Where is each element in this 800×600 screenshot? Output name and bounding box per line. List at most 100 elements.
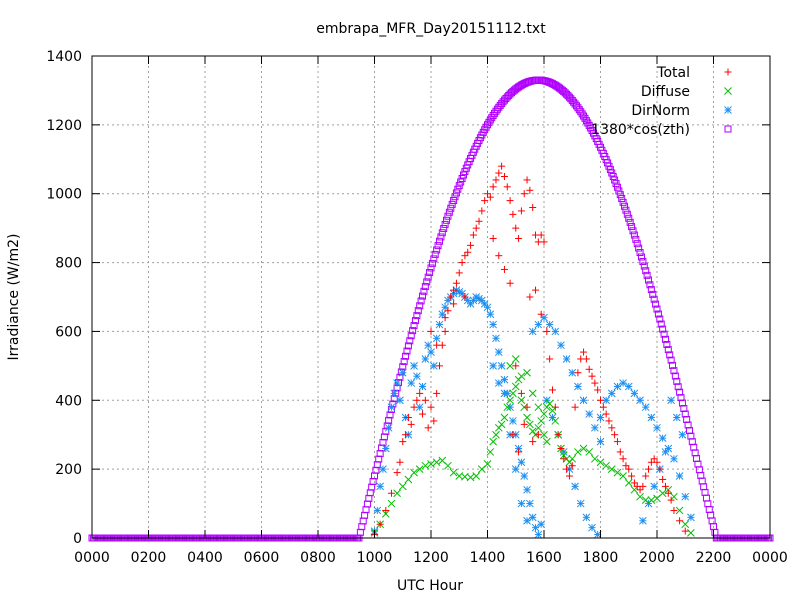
dirnorm-point bbox=[483, 303, 492, 312]
cos-zth-point bbox=[642, 267, 650, 275]
cos-zth-point bbox=[635, 244, 643, 252]
x-tick-label: 0000 bbox=[752, 550, 788, 566]
total-point bbox=[441, 327, 449, 335]
cos-zth-point bbox=[612, 180, 620, 188]
dirnorm-point bbox=[667, 396, 675, 405]
dirnorm-point bbox=[582, 513, 591, 522]
total-point bbox=[469, 231, 477, 239]
total-point bbox=[441, 314, 449, 322]
total-point bbox=[534, 431, 542, 439]
cos-zth-point bbox=[660, 330, 668, 338]
diffuse-point bbox=[540, 430, 548, 439]
diffuse-point bbox=[537, 417, 546, 425]
cos-zth-point bbox=[652, 300, 660, 308]
cos-zth-point bbox=[647, 286, 655, 294]
cos-zth-point bbox=[448, 200, 456, 208]
dirnorm-point bbox=[500, 389, 509, 398]
total-point bbox=[591, 379, 599, 387]
dirnorm-point bbox=[647, 413, 656, 422]
total-point bbox=[529, 203, 537, 211]
total-point bbox=[435, 362, 443, 370]
total-point bbox=[450, 300, 458, 308]
y-tick-label: 800 bbox=[55, 256, 82, 272]
total-point bbox=[427, 327, 435, 335]
total-point bbox=[427, 403, 435, 411]
total-point bbox=[433, 341, 441, 349]
total-point bbox=[664, 489, 672, 497]
diffuse-point bbox=[596, 458, 605, 467]
dirnorm-point bbox=[619, 379, 627, 387]
total-point bbox=[461, 293, 469, 301]
dirnorm-point bbox=[424, 341, 433, 350]
dirnorm-point bbox=[687, 513, 695, 522]
legend-marker bbox=[724, 125, 732, 133]
total-point bbox=[481, 197, 489, 205]
dirnorm-point bbox=[489, 362, 498, 370]
total-point bbox=[447, 293, 455, 301]
total-point bbox=[404, 414, 412, 421]
dirnorm-point bbox=[379, 465, 387, 473]
total-point bbox=[433, 389, 441, 397]
diffuse-point bbox=[568, 454, 577, 463]
cos-zth-point bbox=[447, 204, 455, 212]
total-point bbox=[537, 231, 545, 239]
dirnorm-point bbox=[373, 506, 382, 515]
cos-zth-point bbox=[451, 193, 459, 201]
diffuse-point bbox=[545, 399, 554, 408]
cos-zth-point bbox=[407, 332, 415, 340]
cos-zth-point bbox=[454, 185, 462, 193]
total-point bbox=[523, 403, 531, 411]
x-tick-label: 1400 bbox=[470, 550, 506, 566]
x-tick-label: 2200 bbox=[696, 550, 732, 566]
cos-zth-point bbox=[435, 237, 443, 245]
total-point bbox=[563, 465, 571, 473]
cos-zth-point bbox=[632, 235, 640, 243]
diffuse-point bbox=[526, 420, 534, 429]
diffuse-point bbox=[636, 492, 644, 501]
diffuse-point bbox=[528, 389, 537, 398]
total-point bbox=[526, 186, 534, 194]
dirnorm-point bbox=[511, 465, 520, 473]
diffuse-point bbox=[534, 403, 543, 412]
dirnorm-point bbox=[523, 485, 531, 494]
diffuse-point bbox=[523, 413, 531, 422]
diffuse-point bbox=[681, 520, 690, 529]
total-point bbox=[500, 265, 508, 273]
dirnorm-point bbox=[557, 341, 565, 350]
chart-title: embrapa_MFR_Day20151112.txt bbox=[316, 21, 546, 37]
dirnorm-point bbox=[607, 389, 616, 398]
cos-zth-point bbox=[625, 214, 633, 222]
dirnorm-point bbox=[390, 389, 399, 398]
cos-zth-point bbox=[414, 307, 422, 315]
dirnorm-point bbox=[650, 482, 659, 491]
diffuse-point bbox=[509, 389, 517, 398]
total-point bbox=[416, 389, 424, 397]
total-point bbox=[489, 234, 497, 242]
cos-zth-point bbox=[666, 351, 674, 359]
total-point bbox=[495, 169, 503, 177]
cos-zth-point bbox=[406, 337, 414, 345]
diffuse-point bbox=[579, 444, 588, 453]
cos-zth-point bbox=[428, 259, 436, 267]
total-point bbox=[517, 207, 525, 215]
total-point bbox=[393, 469, 401, 477]
total-point bbox=[526, 293, 534, 301]
diffuse-point bbox=[404, 475, 413, 484]
dirnorm-point bbox=[421, 355, 430, 363]
cos-zth-point bbox=[404, 342, 412, 350]
total-point bbox=[676, 517, 684, 525]
dirnorm-point bbox=[596, 437, 605, 446]
total-point bbox=[661, 482, 669, 490]
x-tick-label: 1800 bbox=[583, 550, 619, 566]
diffuse-point bbox=[506, 362, 514, 370]
total-point bbox=[613, 438, 621, 446]
cos-zth-point bbox=[437, 233, 445, 241]
x-tick-label: 0000 bbox=[74, 550, 110, 566]
cos-zth-point bbox=[623, 210, 631, 218]
total-point bbox=[387, 489, 395, 497]
dirnorm-point bbox=[381, 444, 390, 453]
diffuse-point bbox=[624, 479, 633, 487]
total-point bbox=[625, 465, 633, 473]
total-point bbox=[670, 506, 678, 514]
dirnorm-point bbox=[653, 423, 661, 432]
